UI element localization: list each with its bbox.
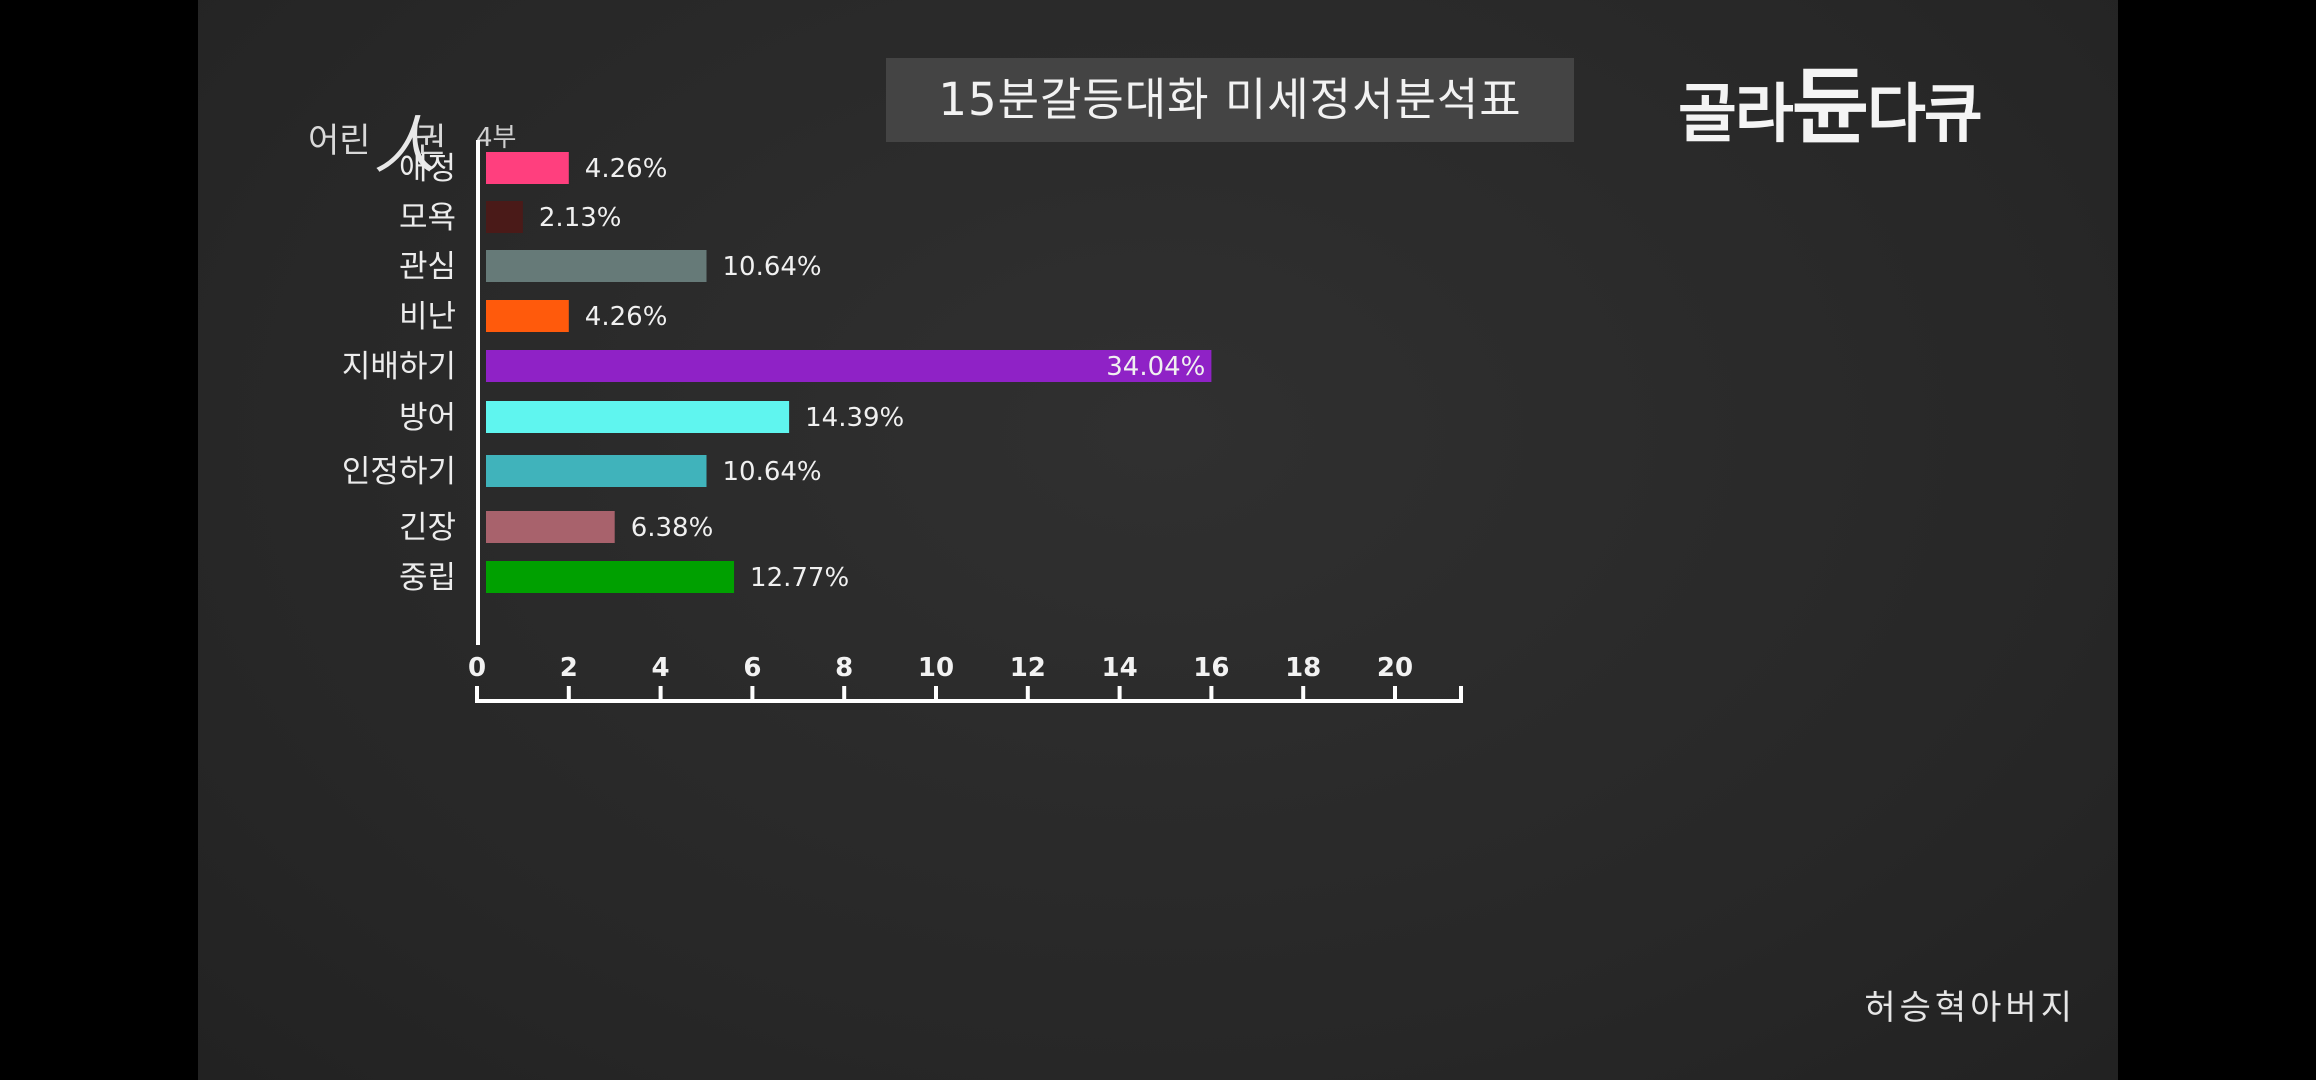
category-label: 방어 — [399, 400, 456, 436]
value-label: 6.38% — [631, 513, 714, 543]
show-logo-part2: 人 — [374, 109, 437, 182]
channel-logo-part3: 다큐 — [1867, 78, 1983, 152]
category-label: 관심 — [399, 249, 456, 285]
category-label: 지배하기 — [342, 349, 456, 385]
x-tick-label: 20 — [1377, 653, 1413, 683]
bar-8 — [486, 561, 735, 593]
bar-3 — [486, 300, 569, 332]
category-label: 중립 — [399, 560, 456, 596]
bar-6 — [486, 455, 707, 487]
channel-logo: 골라듄다큐 — [1678, 62, 2038, 152]
category-label: 인정하기 — [342, 454, 456, 490]
bar-group: 애정 4.26% 모욕 2.13% 관심 10.64% 비난 4.26% 지배하기 34.04% 방… — [342, 151, 1212, 596]
x-tick-label: 16 — [1193, 653, 1229, 683]
x-tick-label: 6 — [743, 653, 761, 683]
category-label: 애정 — [399, 151, 456, 187]
x-tick-label: 14 — [1102, 653, 1138, 683]
channel-logo-part1: 골라 — [1678, 78, 1794, 152]
x-tick-label: 8 — [835, 653, 853, 683]
video-frame: 어린 人 권 4부 15분갈등대화 미세정서분석표 골라듄다큐 애정 4.26% 모… — [198, 0, 2118, 1080]
bar-0 — [486, 152, 569, 184]
value-label: 10.64% — [723, 252, 822, 282]
value-label: 2.13% — [539, 203, 622, 233]
value-label: 14.39% — [805, 403, 904, 433]
x-axis: 0 2 4 6 8 10 12 14 16 18 20 — [468, 140, 1463, 703]
category-label: 비난 — [399, 299, 456, 335]
value-label: 34.04% — [1106, 352, 1205, 382]
show-logo-part1: 어린 — [308, 121, 371, 161]
x-tick-label: 18 — [1285, 653, 1321, 683]
bar-1 — [486, 201, 523, 233]
bar-7 — [486, 511, 615, 543]
channel-logo-part2: 듄 — [1791, 58, 1869, 156]
bar-chart: 애정 4.26% 모욕 2.13% 관심 10.64% 비난 4.26% 지배하기 34.04% 방… — [342, 140, 1463, 703]
value-label: 4.26% — [585, 302, 668, 332]
value-label: 12.77% — [750, 563, 849, 593]
bar-2 — [486, 250, 707, 282]
x-tick-label: 0 — [468, 653, 486, 683]
show-logo-episode: 4부 — [476, 123, 517, 153]
category-label: 모욕 — [399, 200, 456, 236]
person-name: 허승혁아버지 — [1864, 988, 2076, 1028]
chart-title: 15분갈등대화 미세정서분석표 — [886, 58, 1574, 142]
bar-4 — [486, 350, 1212, 382]
x-tick-label: 10 — [918, 653, 954, 683]
x-tick-label: 2 — [560, 653, 578, 683]
x-tick-label: 12 — [1010, 653, 1046, 683]
value-label: 10.64% — [723, 457, 822, 487]
show-logo-part3: 권 — [415, 121, 447, 161]
category-label: 긴장 — [399, 510, 456, 546]
show-logo: 어린 人 권 4부 — [308, 95, 518, 182]
value-label: 4.26% — [585, 154, 668, 184]
x-tick-label: 4 — [652, 653, 670, 683]
bar-5 — [486, 401, 790, 433]
